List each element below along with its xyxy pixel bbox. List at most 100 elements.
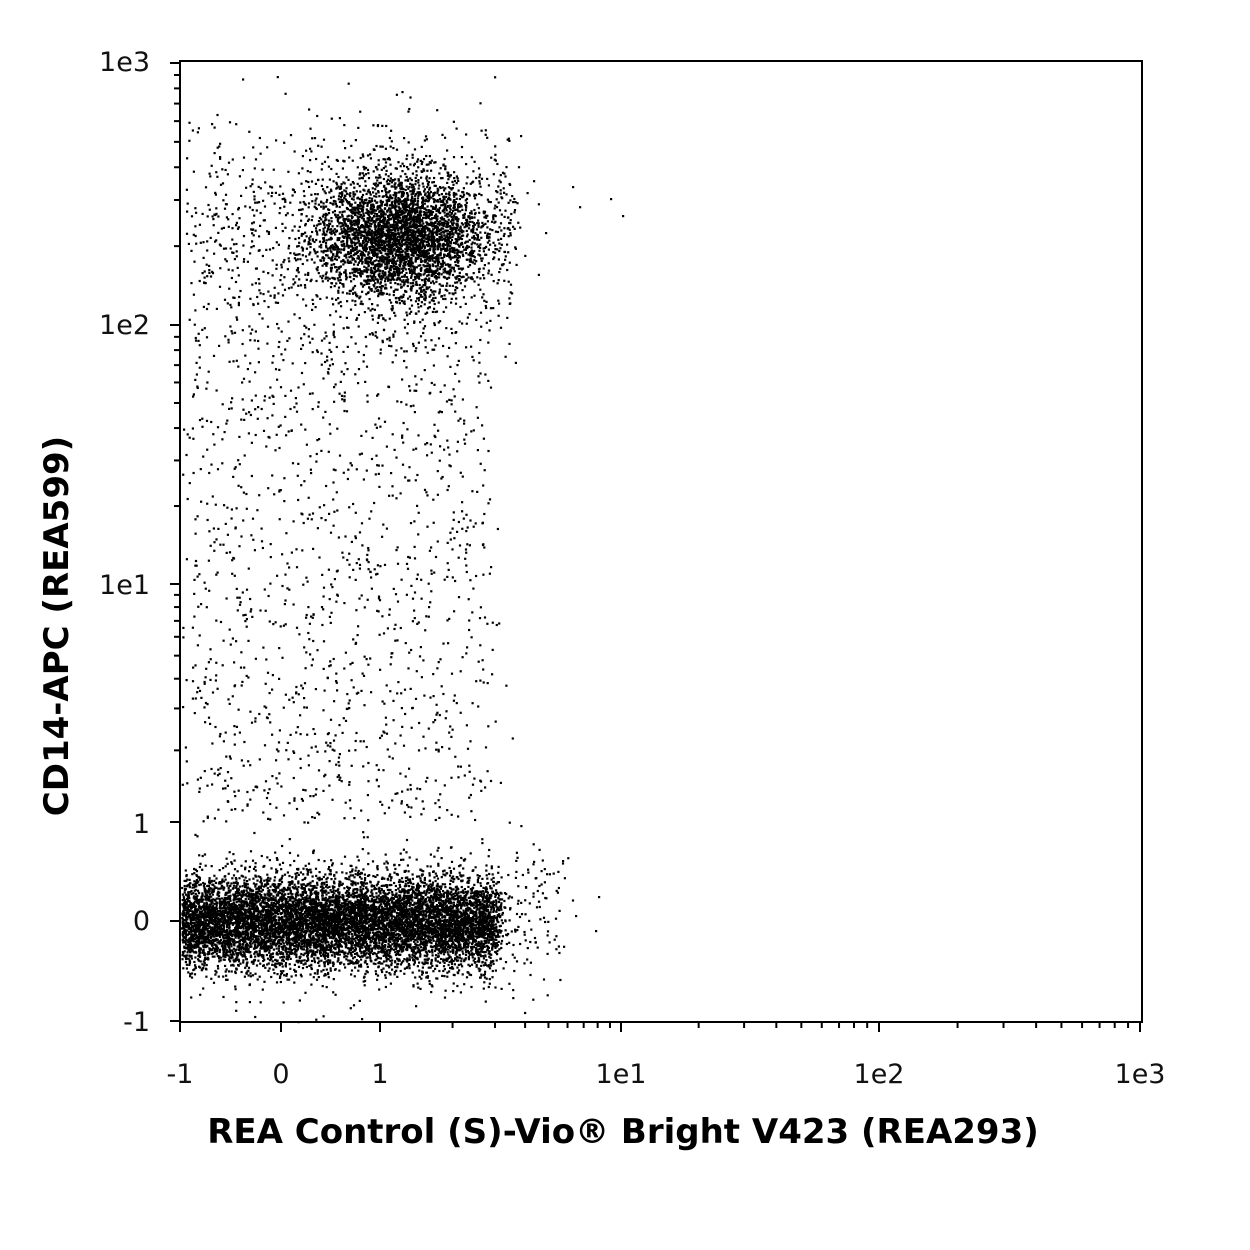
scatter-point (339, 933, 342, 936)
scatter-point (477, 926, 480, 929)
scatter-point (458, 934, 461, 937)
scatter-point (236, 883, 239, 886)
scatter-point (286, 978, 289, 981)
scatter-point (447, 953, 450, 956)
scatter-point (409, 894, 412, 897)
scatter-point (357, 969, 360, 972)
scatter-point (183, 940, 186, 943)
scatter-point (318, 871, 321, 874)
scatter-point (293, 918, 296, 921)
scatter-point (405, 940, 408, 943)
scatter-point (198, 865, 201, 869)
scatter-point (314, 913, 317, 916)
scatter-point (361, 916, 364, 919)
scatter-point (301, 959, 304, 962)
scatter-point (434, 954, 438, 957)
scatter-point (459, 898, 462, 901)
scatter-point (267, 969, 270, 972)
scatter-point (366, 874, 370, 877)
scatter-point (244, 868, 247, 871)
scatter-point (284, 964, 287, 967)
scatter-point (441, 974, 444, 977)
scatter-point (279, 935, 282, 938)
scatter-point (260, 884, 263, 887)
scatter-point (414, 942, 417, 945)
scatter-point (242, 904, 245, 907)
scatter-point (283, 925, 287, 928)
scatter-point (435, 925, 438, 928)
scatter-point (362, 936, 365, 939)
scatter-point (413, 932, 416, 935)
scatter-point (216, 910, 219, 913)
scatter-point (366, 948, 370, 951)
scatter-point (251, 938, 254, 941)
scatter-point (254, 927, 257, 930)
scatter-point (248, 865, 251, 868)
scatter-point (428, 980, 431, 983)
scatter-point (446, 896, 449, 899)
scatter-point (260, 890, 263, 893)
scatter-point (322, 897, 325, 900)
scatter-point (500, 905, 503, 908)
scatter-point (297, 965, 301, 968)
scatter-point (271, 916, 274, 919)
scatter-point (423, 878, 426, 882)
scatter-point (331, 934, 334, 937)
scatter-point (437, 952, 440, 955)
scatter-point (303, 887, 306, 890)
scatter-point (326, 886, 329, 889)
scatter-point (224, 964, 227, 967)
scatter-point (268, 911, 271, 914)
scatter-point (440, 876, 443, 879)
scatter-point (185, 934, 188, 937)
scatter-point (484, 931, 487, 934)
scatter-point (415, 916, 418, 919)
scatter-point (226, 978, 229, 981)
scatter-point (437, 944, 440, 947)
scatter-point (443, 961, 446, 964)
scatter-point (457, 946, 460, 949)
scatter-point (362, 893, 365, 896)
scatter-point (444, 886, 447, 889)
scatter-point (364, 922, 367, 925)
scatter-point (236, 870, 239, 873)
scatter-point (474, 961, 477, 964)
scatter-point (234, 960, 237, 963)
scatter-point (230, 882, 233, 885)
scatter-point (315, 938, 318, 941)
scatter-point (206, 909, 209, 912)
scatter-point (468, 973, 471, 976)
scatter-point (241, 955, 244, 958)
scatter-point (398, 923, 401, 926)
scatter-point (466, 938, 469, 941)
scatter-point (243, 883, 246, 886)
scatter-point (378, 944, 381, 947)
scatter-point (418, 923, 421, 926)
scatter-point (231, 921, 234, 925)
scatter-point (360, 934, 363, 937)
scatter-point (336, 945, 339, 948)
scatter-point (293, 944, 296, 948)
scatter-point (354, 900, 357, 903)
scatter-point (276, 870, 279, 873)
scatter-point (347, 895, 350, 898)
scatter-point (311, 906, 314, 909)
scatter-point (190, 946, 193, 949)
scatter-point (368, 917, 371, 921)
scatter-point (422, 881, 425, 884)
scatter-point (245, 889, 248, 892)
scatter-point (285, 948, 288, 951)
scatter-point (411, 892, 414, 895)
scatter-point (450, 896, 453, 899)
scatter-point (500, 919, 503, 922)
scatter-point (223, 911, 226, 914)
scatter-point (404, 876, 407, 879)
scatter-point (462, 858, 465, 862)
scatter-point (196, 926, 199, 929)
scatter-point (324, 942, 327, 945)
scatter-point (202, 881, 205, 885)
scatter-point (428, 912, 431, 915)
scatter-point (467, 971, 470, 974)
scatter-point (394, 901, 397, 904)
scatter-point (249, 917, 252, 920)
